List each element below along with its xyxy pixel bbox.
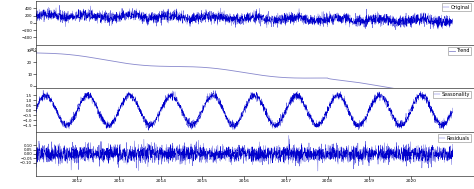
Legend: Seasonality: Seasonality (433, 91, 471, 98)
Legend: Trend: Trend (448, 47, 471, 54)
Legend: Original: Original (442, 3, 471, 11)
Legend: Residuals: Residuals (438, 135, 471, 142)
